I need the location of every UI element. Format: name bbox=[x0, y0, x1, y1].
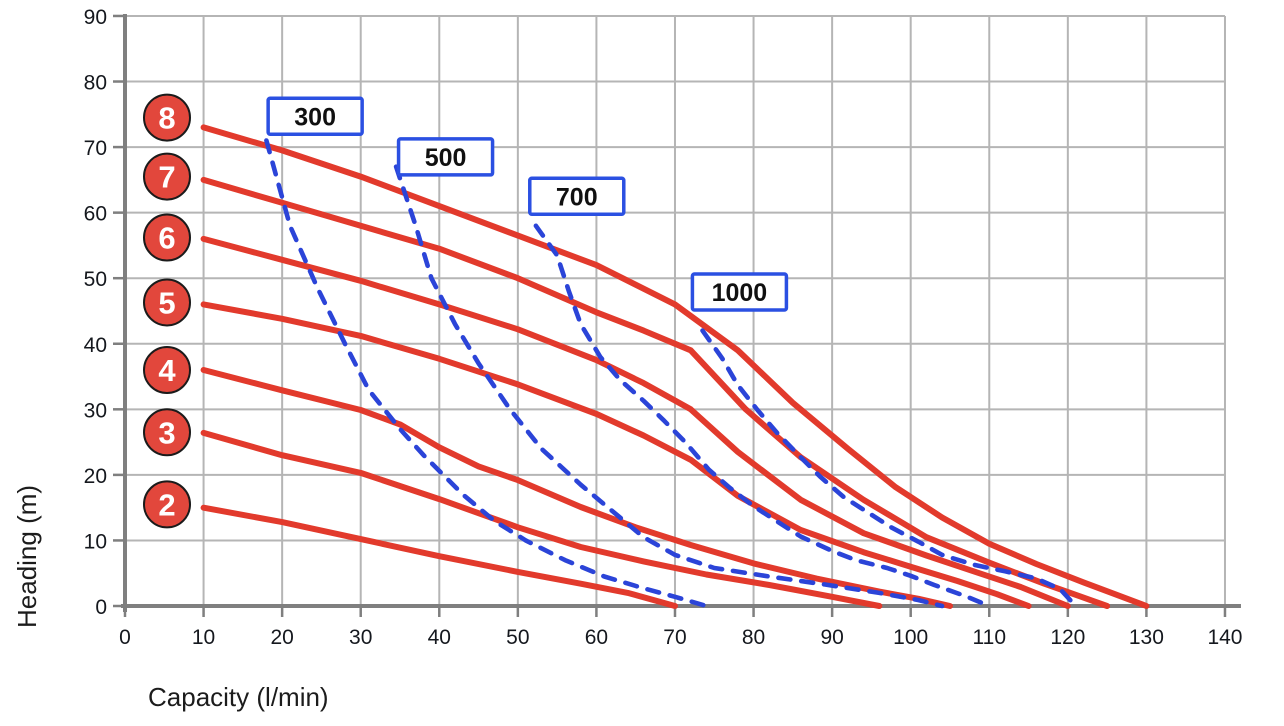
y-tick-label-90: 90 bbox=[84, 6, 107, 29]
power-label-500: 500 bbox=[425, 144, 467, 172]
power-curve-700 bbox=[533, 223, 992, 609]
pump-curve-2 bbox=[200, 504, 678, 609]
x-tick-label-50: 50 bbox=[506, 626, 529, 649]
pump-curve-7 bbox=[200, 176, 1111, 609]
y-tick-label-60: 60 bbox=[84, 203, 107, 226]
y-tick-label-30: 30 bbox=[84, 399, 107, 422]
x-axis-title: Capacity (l/min) bbox=[148, 682, 329, 712]
pump-badge-label-6: 6 bbox=[158, 221, 175, 256]
y-axis-title: Heading (m) bbox=[12, 484, 42, 628]
x-tick-label-110: 110 bbox=[973, 626, 1006, 649]
pump-badge-label-5: 5 bbox=[158, 285, 175, 320]
x-tick-label-30: 30 bbox=[349, 626, 372, 649]
pump-curve-5 bbox=[200, 301, 1032, 609]
x-tick-label-20: 20 bbox=[270, 626, 293, 649]
tick-labels: 0 10 20 30 40 50 60 70 80 90 100 110 120 130 140 0 10 20 3… bbox=[84, 6, 1243, 649]
x-tick-label-80: 80 bbox=[742, 626, 765, 649]
pump-badge-label-7: 7 bbox=[158, 160, 175, 195]
power-label-box-300 bbox=[266, 96, 364, 137]
x-tick-label-90: 90 bbox=[820, 626, 843, 649]
pump-badge-6 bbox=[143, 213, 191, 262]
y-tick-label-20: 20 bbox=[84, 465, 107, 488]
pump-curve-8 bbox=[200, 124, 1150, 609]
pump-badge-2 bbox=[143, 480, 191, 529]
y-tick-label-40: 40 bbox=[84, 334, 107, 357]
power-curve-300 bbox=[264, 138, 709, 609]
x-tick-label-120: 120 bbox=[1050, 626, 1085, 649]
y-tick-label-50: 50 bbox=[84, 268, 107, 291]
y-tick-label-80: 80 bbox=[84, 72, 107, 95]
pump-badge-8 bbox=[143, 93, 191, 142]
x-tick-label-10: 10 bbox=[192, 626, 215, 649]
pump-badge-5 bbox=[143, 278, 191, 327]
x-tick-label-60: 60 bbox=[585, 626, 608, 649]
pump-curves bbox=[200, 124, 1150, 609]
pump-badge-label-3: 3 bbox=[158, 415, 175, 450]
pump-badge-label-4: 4 bbox=[158, 353, 176, 388]
pump-badge-label-8: 8 bbox=[158, 101, 175, 136]
power-label-boxes: 300 500 700 1000 bbox=[266, 96, 789, 312]
power-curve-500 bbox=[393, 164, 945, 609]
x-tick-label-100: 100 bbox=[893, 626, 928, 649]
power-curves bbox=[264, 138, 1078, 609]
x-tick-label-130: 130 bbox=[1129, 626, 1164, 649]
y-tick-label-10: 10 bbox=[84, 530, 107, 553]
axes bbox=[113, 13, 1241, 617]
x-tick-label-70: 70 bbox=[663, 626, 686, 649]
pump-badge-label-2: 2 bbox=[158, 487, 175, 522]
pump-size-badges: 2 3 4 5 6 7 8 bbox=[143, 93, 191, 529]
pump-badge-3 bbox=[143, 408, 191, 457]
power-label-box-700 bbox=[528, 176, 626, 216]
x-tick-label-40: 40 bbox=[428, 626, 451, 649]
power-label-300: 300 bbox=[294, 103, 336, 131]
x-tick-label-140: 140 bbox=[1207, 626, 1242, 649]
y-tick-label-70: 70 bbox=[84, 137, 107, 160]
power-label-box-1000 bbox=[690, 272, 789, 312]
y-tick-label-0: 0 bbox=[95, 596, 107, 619]
x-tick-label-0: 0 bbox=[119, 626, 131, 649]
pump-badge-7 bbox=[143, 152, 191, 201]
power-label-700: 700 bbox=[556, 183, 598, 211]
pump-badge-4 bbox=[143, 345, 191, 394]
power-label-box-500 bbox=[396, 137, 495, 177]
pump-curve-4 bbox=[200, 367, 953, 609]
pump-curve-3 bbox=[200, 429, 883, 609]
power-label-1000: 1000 bbox=[712, 279, 768, 307]
pump-curve-6 bbox=[200, 235, 1071, 609]
